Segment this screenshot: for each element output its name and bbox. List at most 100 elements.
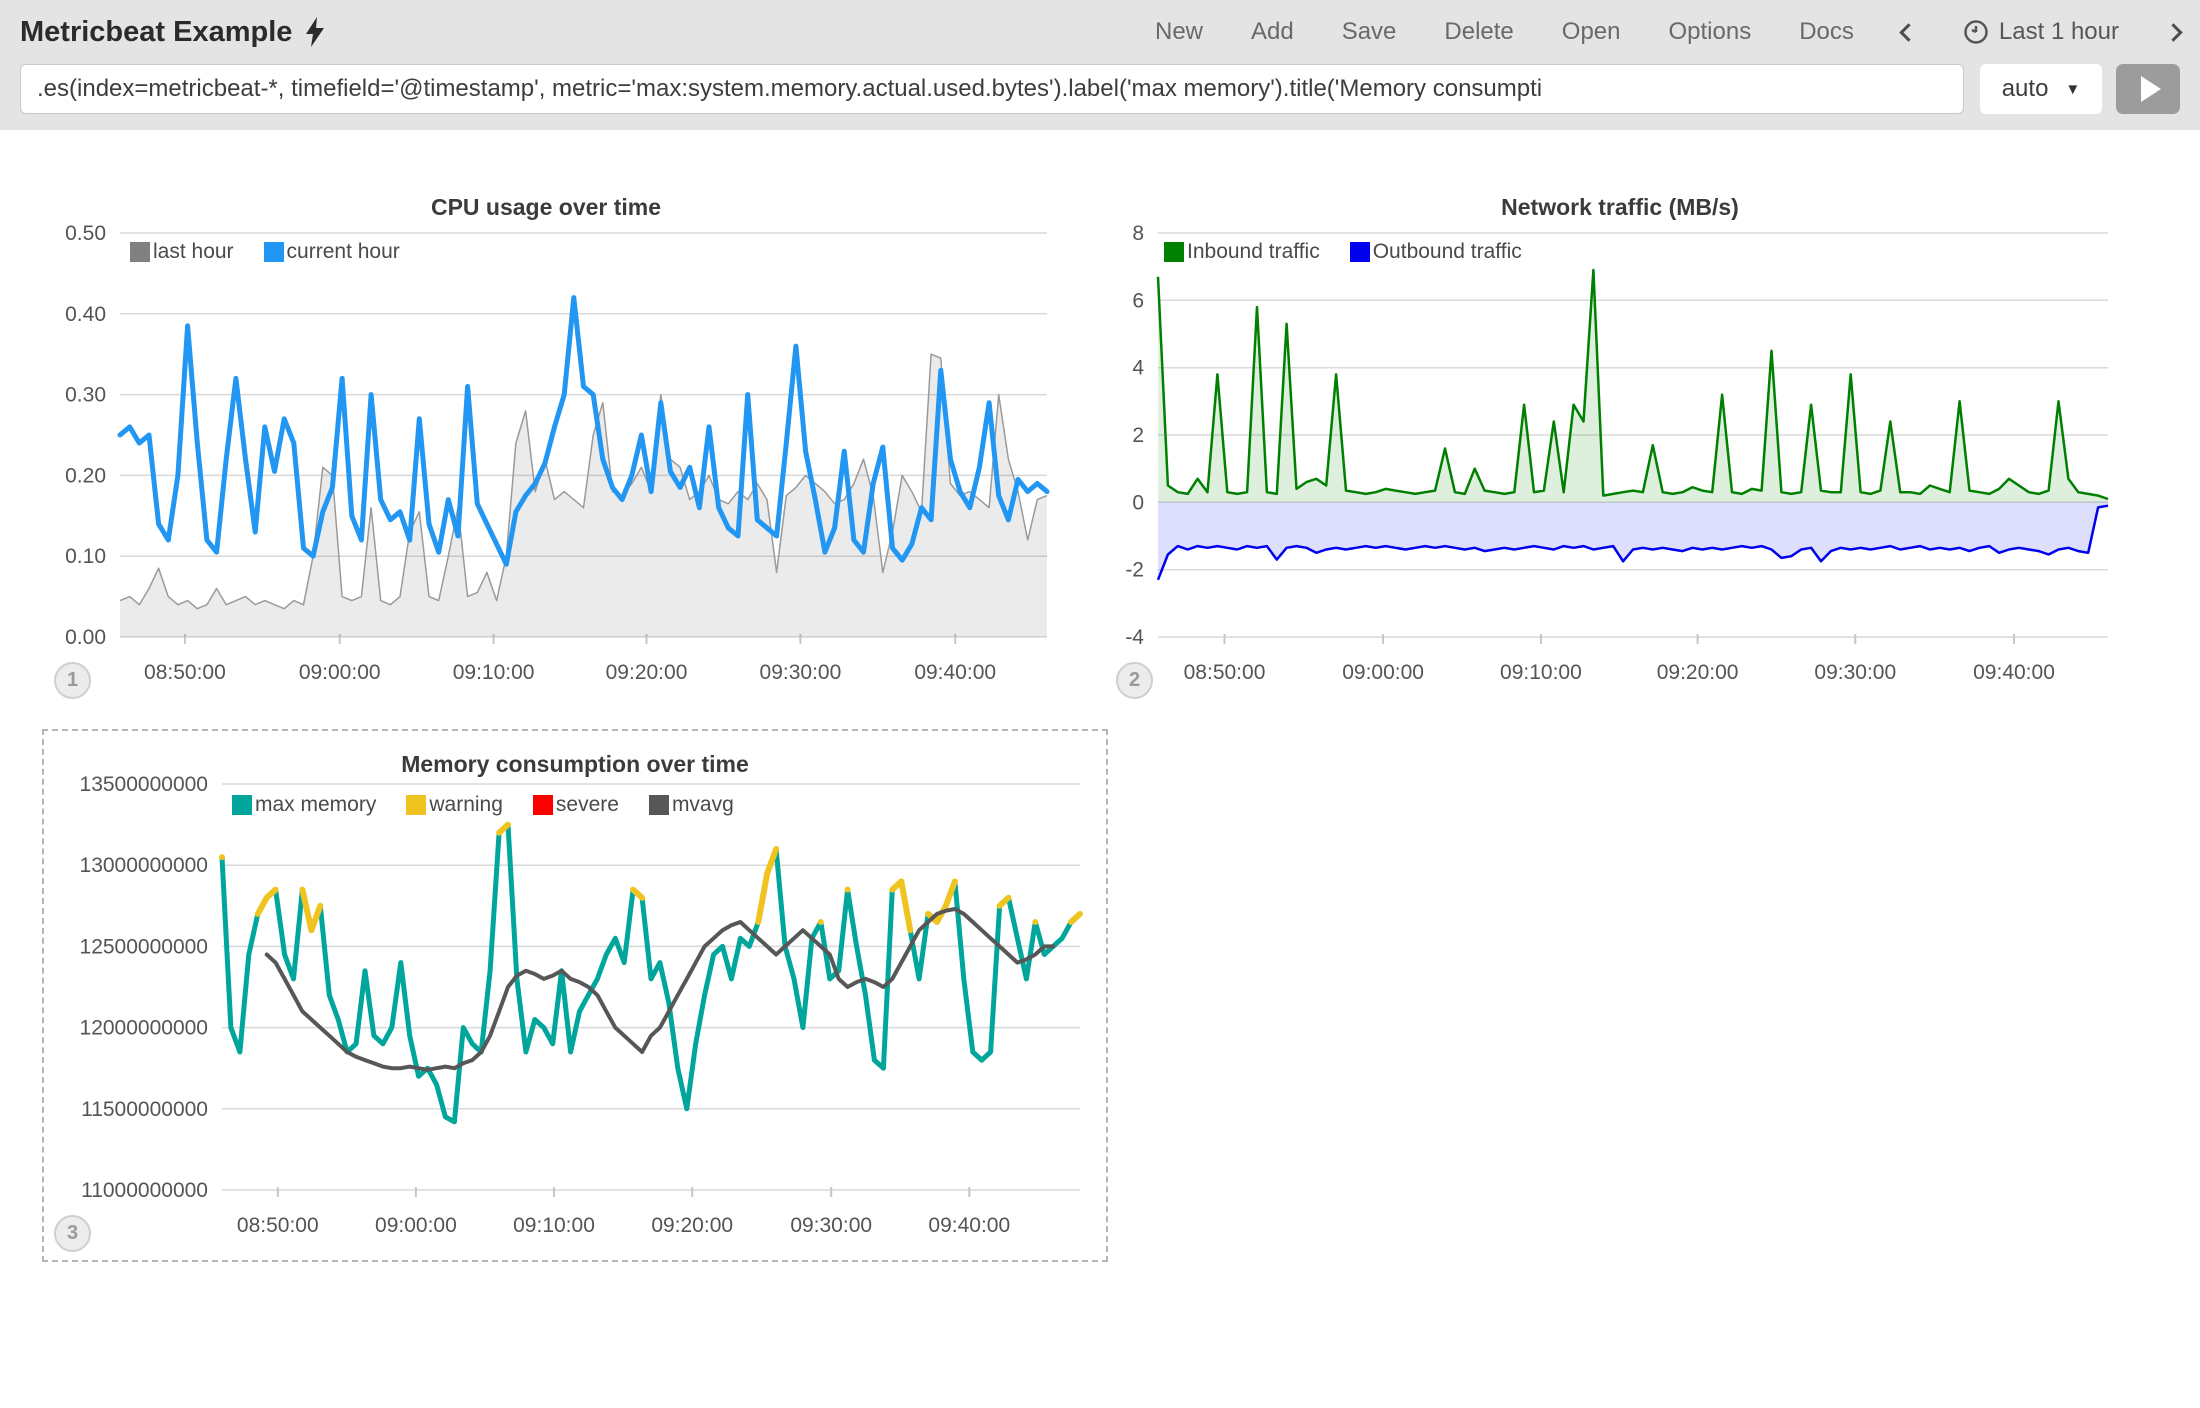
legend-label: Inbound traffic: [1187, 240, 1320, 264]
chart-title: CPU usage over time: [42, 194, 1050, 221]
caret-down-icon: ▼: [2065, 81, 2080, 98]
menu-item-docs[interactable]: Docs: [1799, 18, 1854, 46]
x-tick-label: 09:30:00: [760, 661, 842, 684]
legend-label: severe: [556, 793, 619, 817]
x-tick-label: 09:40:00: [914, 661, 996, 684]
y-tick-label: 2: [1132, 424, 1144, 447]
y-tick-label: 8: [1132, 222, 1144, 245]
y-tick-label: 0.30: [65, 384, 106, 407]
legend-item-max-memory: max memory: [232, 793, 376, 817]
y-tick-label: 0.40: [65, 303, 106, 326]
y-tick-label: 0: [1132, 491, 1144, 514]
chart-title: Network traffic (MB/s): [1108, 194, 2132, 221]
menu-item-open[interactable]: Open: [1562, 18, 1621, 46]
top-toolbar: Metricbeat Example New Add Save Delete O…: [0, 0, 2200, 130]
x-tick-label: 09:20:00: [606, 661, 688, 684]
panel-number-badge: 3: [54, 1215, 91, 1252]
legend-swatch: [130, 242, 150, 262]
series-line: [1158, 270, 2108, 499]
x-tick-label: 08:50:00: [237, 1214, 319, 1237]
x-tick-label: 09:40:00: [928, 1214, 1010, 1237]
x-tick-label: 09:30:00: [790, 1214, 872, 1237]
timelion-expression-input[interactable]: [20, 64, 1964, 114]
legend-swatch: [232, 795, 252, 815]
chart-panel-network-traffic[interactable]: 8 6 4 2 0 -2 -4 08:50:00 09:00:00 09:10:00 09:20:0…: [1108, 182, 2132, 702]
legend-label: Outbound traffic: [1373, 240, 1522, 264]
clock-icon: [1963, 19, 1989, 45]
legend-item-outbound-traffic: Outbound traffic: [1350, 240, 1522, 264]
chart-legend: Inbound traffic Outbound traffic: [1164, 240, 1522, 264]
legend-swatch: [649, 795, 669, 815]
x-tick-label: 09:30:00: [1814, 661, 1896, 684]
area-fill: [1158, 270, 2108, 502]
y-tick-label: 0.10: [65, 545, 106, 568]
x-tick-label: 09:10:00: [1500, 661, 1582, 684]
x-tick-label: 09:10:00: [513, 1214, 595, 1237]
y-tick-label: 0.50: [65, 222, 106, 245]
series-line: [222, 825, 1080, 1122]
chart-legend: max memory warning severe mvavg: [232, 793, 734, 817]
chart-title: Memory consumption over time: [44, 751, 1106, 778]
x-tick-label: 08:50:00: [1184, 661, 1266, 684]
play-icon: [2141, 76, 2161, 102]
area-fill: [1158, 502, 2108, 580]
y-tick-label: 4: [1132, 357, 1144, 380]
y-tick-label: 0.20: [65, 464, 106, 487]
y-tick-label: 6: [1132, 289, 1144, 312]
menu-item-add[interactable]: Add: [1251, 18, 1294, 46]
x-tick-label: 09:00:00: [1342, 661, 1424, 684]
panel-number-badge: 2: [1116, 662, 1153, 699]
y-tick-label: 11000000000: [81, 1179, 208, 1202]
time-range-label: Last 1 hour: [1999, 18, 2119, 46]
x-tick-label: 09:20:00: [1657, 661, 1739, 684]
chart-panel-cpu-usage[interactable]: 0.500.400.300.200.100.0008:50:0009:00:00…: [42, 182, 1050, 702]
series-line: [222, 825, 1080, 931]
legend-item-warning: warning: [406, 793, 503, 817]
legend-swatch: [406, 795, 426, 815]
sheet-title: Metricbeat Example: [20, 16, 292, 49]
chart-legend: last hour current hour: [130, 240, 400, 264]
legend-item-mvavg: mvavg: [649, 793, 734, 817]
toolbar-menu: New Add Save Delete Open Options Docs La…: [1155, 18, 2180, 46]
series-line: [267, 909, 1053, 1070]
legend-swatch: [264, 242, 284, 262]
menu-item-save[interactable]: Save: [1342, 18, 1397, 46]
legend-item-inbound-traffic: Inbound traffic: [1164, 240, 1320, 264]
legend-item-severe: severe: [533, 793, 619, 817]
interval-select[interactable]: auto ▼: [1980, 64, 2102, 114]
chevron-left-icon[interactable]: [1899, 23, 1917, 41]
legend-item-current-hour: current hour: [264, 240, 400, 264]
y-tick-label: 12500000000: [80, 935, 208, 958]
y-tick-label: 0.00: [65, 626, 106, 649]
menu-item-options[interactable]: Options: [1669, 18, 1752, 46]
chart-panel-memory-consumption-selected[interactable]: 1350000000013000000000125000000001200000…: [42, 729, 1108, 1262]
y-tick-label: 13000000000: [80, 854, 208, 877]
legend-label: last hour: [153, 240, 234, 264]
y-tick-label: -4: [1125, 626, 1144, 649]
chevron-right-icon[interactable]: [2164, 23, 2182, 41]
y-tick-label: -2: [1125, 559, 1144, 582]
x-tick-label: 09:20:00: [651, 1214, 733, 1237]
legend-label: current hour: [287, 240, 400, 264]
app-title-group: Metricbeat Example: [20, 16, 326, 49]
legend-item-last-hour: last hour: [130, 240, 234, 264]
lightning-bolt-icon: [304, 17, 326, 47]
y-tick-label: 12000000000: [80, 1017, 208, 1040]
legend-swatch: [533, 795, 553, 815]
legend-swatch: [1350, 242, 1370, 262]
menu-item-new[interactable]: New: [1155, 18, 1203, 46]
time-picker-button[interactable]: Last 1 hour: [1963, 18, 2119, 46]
menu-row: Metricbeat Example New Add Save Delete O…: [20, 0, 2180, 64]
legend-label: warning: [429, 793, 503, 817]
query-row: auto ▼: [20, 64, 2180, 114]
timelion-sheet: 0.50 0.40 0.30 0.20 0.10 0.00 08:50:00 09:00:00…: [0, 130, 2200, 1408]
panel-number-badge: 1: [54, 662, 91, 699]
y-tick-label: 11500000000: [81, 1098, 208, 1121]
x-tick-label: 09:00:00: [375, 1214, 457, 1237]
x-tick-label: 09:10:00: [453, 661, 535, 684]
run-expression-button[interactable]: [2116, 64, 2180, 114]
menu-item-delete[interactable]: Delete: [1444, 18, 1513, 46]
interval-value: auto: [2002, 75, 2049, 103]
x-tick-label: 09:00:00: [299, 661, 381, 684]
legend-label: max memory: [255, 793, 376, 817]
